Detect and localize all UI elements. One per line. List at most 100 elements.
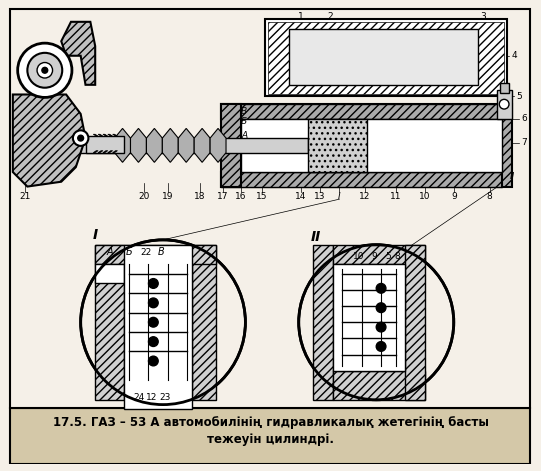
Polygon shape [221, 104, 241, 187]
Polygon shape [179, 129, 194, 162]
Text: 10: 10 [419, 192, 431, 201]
Text: 22: 22 [140, 248, 151, 257]
Text: тежеуін цилиндрі.: тежеуін цилиндрі. [207, 433, 334, 446]
Polygon shape [162, 129, 179, 162]
Text: II: II [509, 172, 514, 181]
Text: 1: 1 [298, 12, 304, 22]
Bar [265, 19, 507, 97]
Text: А: А [241, 130, 247, 140]
Polygon shape [93, 151, 98, 153]
Text: 17: 17 [217, 192, 229, 201]
Circle shape [148, 279, 158, 288]
Circle shape [42, 67, 48, 73]
Text: 11: 11 [390, 192, 401, 201]
Polygon shape [95, 245, 124, 400]
Circle shape [148, 356, 158, 366]
Polygon shape [115, 129, 130, 162]
Text: 24: 24 [133, 393, 144, 402]
Text: 8: 8 [487, 192, 492, 201]
Polygon shape [502, 104, 512, 187]
Bar [497, 89, 512, 119]
Text: 13: 13 [314, 192, 326, 201]
Polygon shape [210, 129, 226, 162]
Bar [10, 407, 530, 464]
Polygon shape [93, 134, 98, 136]
Polygon shape [333, 245, 425, 264]
Circle shape [148, 298, 158, 308]
Text: 20: 20 [138, 192, 149, 201]
Circle shape [148, 317, 158, 327]
Circle shape [376, 322, 386, 332]
Polygon shape [108, 134, 113, 136]
Polygon shape [113, 134, 117, 136]
Bar [124, 245, 192, 409]
Bar [500, 83, 509, 93]
Bar [56, 138, 308, 153]
Text: 12: 12 [359, 192, 370, 201]
Text: 14: 14 [295, 192, 306, 201]
Polygon shape [405, 245, 425, 400]
Text: 12: 12 [146, 393, 157, 402]
Polygon shape [98, 151, 103, 153]
Text: 16: 16 [235, 192, 246, 201]
Polygon shape [103, 151, 108, 153]
Polygon shape [313, 245, 333, 400]
Text: I: I [338, 192, 341, 201]
Text: 17.5. ГАЗ – 53 А автомобилінің гидравликалық жетегінің басты: 17.5. ГАЗ – 53 А автомобилінің гидравлик… [52, 415, 489, 429]
Text: 4: 4 [512, 51, 518, 60]
Text: Б: Б [241, 117, 247, 126]
Polygon shape [333, 371, 425, 400]
Circle shape [376, 341, 386, 351]
Circle shape [18, 43, 72, 97]
Text: 18: 18 [194, 192, 206, 201]
Polygon shape [221, 104, 502, 119]
Polygon shape [108, 151, 113, 153]
Polygon shape [194, 129, 210, 162]
Text: Б: Б [126, 247, 133, 258]
Polygon shape [61, 22, 95, 85]
Text: 10: 10 [353, 252, 365, 261]
Circle shape [73, 130, 88, 146]
Circle shape [376, 284, 386, 293]
Circle shape [78, 135, 83, 141]
Text: 2: 2 [327, 12, 333, 22]
Text: А: А [107, 247, 113, 258]
Circle shape [299, 245, 454, 400]
Text: 19: 19 [162, 192, 174, 201]
Bar [268, 22, 504, 94]
Text: В: В [241, 107, 247, 116]
Bar [10, 9, 530, 407]
Polygon shape [113, 151, 117, 153]
Circle shape [376, 303, 386, 313]
Text: 9: 9 [451, 192, 457, 201]
Text: 5: 5 [385, 252, 391, 261]
Text: 7: 7 [522, 138, 527, 147]
Text: 21: 21 [19, 192, 31, 201]
Polygon shape [147, 129, 162, 162]
Text: 8: 8 [395, 252, 400, 261]
Polygon shape [130, 129, 147, 162]
Polygon shape [221, 172, 502, 187]
Polygon shape [95, 264, 124, 284]
Polygon shape [95, 245, 216, 264]
Polygon shape [308, 119, 367, 172]
Polygon shape [221, 104, 502, 119]
Circle shape [28, 53, 62, 88]
Text: 6: 6 [522, 114, 527, 123]
Circle shape [499, 99, 509, 109]
Text: В: В [158, 247, 164, 258]
Polygon shape [221, 172, 502, 187]
Circle shape [148, 337, 158, 347]
Text: I: I [93, 228, 98, 242]
Text: 5: 5 [517, 92, 523, 101]
Bar [241, 119, 502, 172]
Text: 23: 23 [159, 393, 170, 402]
Polygon shape [103, 134, 108, 136]
Bar [289, 29, 478, 85]
Bar [333, 264, 405, 371]
Text: 9: 9 [372, 252, 377, 261]
Polygon shape [13, 95, 85, 187]
Text: 15: 15 [256, 192, 268, 201]
Polygon shape [192, 245, 216, 400]
Text: 3: 3 [480, 12, 486, 22]
